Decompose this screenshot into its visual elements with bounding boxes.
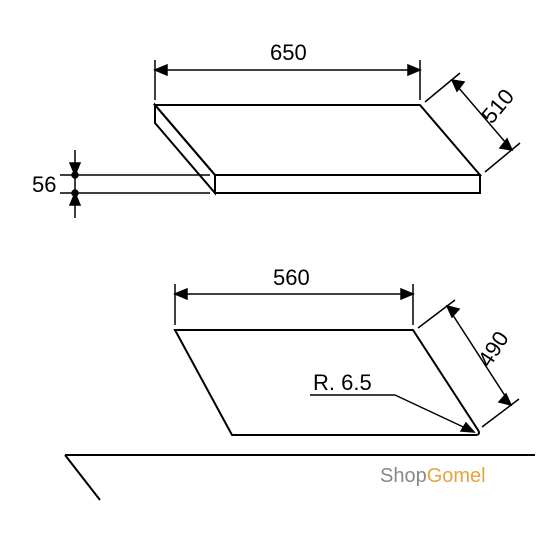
watermark-part1: Shop xyxy=(380,465,427,487)
dim-depth-510 xyxy=(425,73,520,172)
diagram-canvas: 650 510 56 R. 6.5 xyxy=(0,0,550,550)
dim-cutout-depth-490-label: 490 xyxy=(473,327,514,371)
dim-depth-510-label: 510 xyxy=(476,84,519,128)
dim-cutout-width-560 xyxy=(175,284,413,325)
radius-leader xyxy=(310,395,474,432)
radius-label: R. 6.5 xyxy=(313,370,372,395)
watermark-part2: Gomel xyxy=(427,465,486,487)
watermark: ShopGomel xyxy=(380,465,486,488)
dim-cutout-depth-490 xyxy=(418,300,519,427)
dim-width-650-label: 650 xyxy=(270,40,307,65)
dim-cutout-width-560-label: 560 xyxy=(273,265,310,290)
dim-height-56-label: 56 xyxy=(32,172,56,197)
top-view xyxy=(155,105,480,193)
dim-width-650 xyxy=(155,60,420,100)
